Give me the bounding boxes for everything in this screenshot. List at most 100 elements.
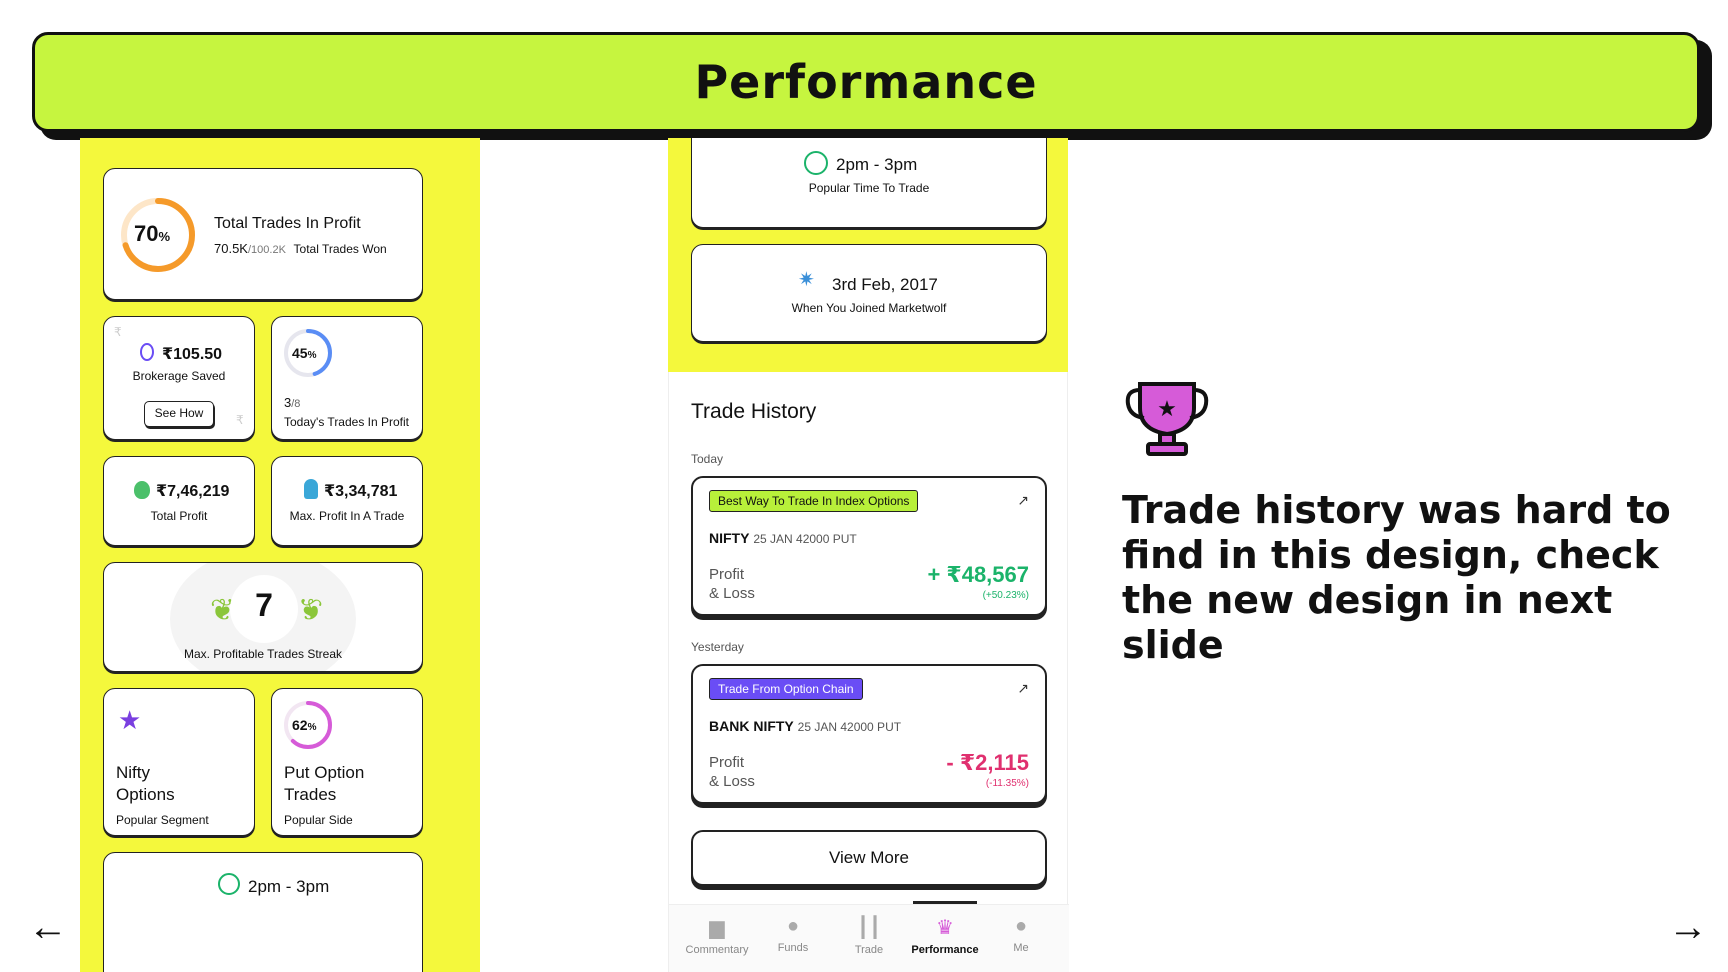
- side-label: Popular Side: [284, 813, 353, 827]
- view-more-label: View More: [829, 848, 909, 867]
- coin-icon: [140, 343, 154, 361]
- middle-phone-yellow-section: 2pm - 3pm Popular Time To Trade ✷ 3rd Fe…: [668, 138, 1068, 372]
- side-line1: Put Option: [284, 763, 365, 782]
- todays-label: Today's Trades In Profit: [284, 415, 410, 429]
- popular-time-label: Popular Time To Trade: [808, 181, 930, 195]
- joined-card: ✷ 3rd Feb, 2017 When You Joined Marketwo…: [691, 244, 1047, 342]
- side-ring-chart: [284, 701, 332, 749]
- side-percent: 62%: [292, 717, 317, 733]
- trade-symbol: NIFTY 25 JAN 42000 PUT: [709, 530, 857, 546]
- segment-label: Popular Segment: [116, 813, 209, 827]
- money-bag-icon: [134, 481, 150, 499]
- brokerage-value: ₹105.50: [162, 346, 223, 363]
- rupee-watermark-icon: ₹: [114, 325, 122, 339]
- nav-indicator: [913, 901, 977, 904]
- segment-line1: Nifty: [116, 763, 150, 782]
- view-more-button[interactable]: View More: [691, 830, 1047, 886]
- todays-percent: 45%: [292, 345, 317, 361]
- chat-icon: ▆: [709, 917, 725, 939]
- total-trades-card: 70% Total Trades In Profit 70.5K/100.2K …: [103, 168, 423, 300]
- max-profit-card: ₹3,34,781 Max. Profit In A Trade: [271, 456, 423, 546]
- pl-label-line1: Profit: [709, 754, 745, 771]
- trade-history-section: Trade History Today Best Way To Trade In…: [668, 372, 1069, 972]
- nav-me[interactable]: ● Me: [983, 905, 1059, 954]
- person-icon: [304, 479, 318, 499]
- header-banner: Performance: [32, 32, 1700, 132]
- trade-pct: (-11.35%): [985, 778, 1029, 789]
- nav-label: Commentary: [685, 944, 749, 956]
- total-profit-label: Total Profit: [150, 509, 208, 523]
- profit-percent: 70%: [134, 221, 171, 246]
- nav-performance[interactable]: ♛ Performance: [907, 905, 983, 956]
- clock-icon: [218, 873, 240, 895]
- see-how-button[interactable]: See How: [144, 401, 214, 427]
- clock-icon: [804, 151, 828, 175]
- next-slide-arrow-icon[interactable]: →: [1668, 905, 1708, 949]
- total-trades-title: Total Trades In Profit: [214, 215, 361, 232]
- page-title: Performance: [694, 55, 1038, 109]
- trade-pct: (+50.23%): [982, 590, 1029, 601]
- total-profit-card: ₹7,46,219 Total Profit: [103, 456, 255, 546]
- trophy-icon: ★: [1125, 382, 1209, 456]
- statement-text: Trade history was hard to find in this d…: [1122, 488, 1671, 667]
- nav-trade[interactable]: ┃┃ Trade: [831, 905, 907, 956]
- trade-card[interactable]: Best Way To Trade In Index Options ↗ NIF…: [691, 476, 1047, 616]
- pl-label-line2: & Loss: [709, 773, 755, 790]
- prev-slide-arrow-icon[interactable]: ←: [28, 905, 68, 949]
- segment-card: ★ Nifty Options Popular Segment: [103, 688, 255, 836]
- max-profit-label: Max. Profit In A Trade: [289, 509, 405, 523]
- svg-text:★: ★: [1157, 397, 1177, 422]
- nav-label: Funds: [777, 942, 809, 954]
- profit-ring-chart: [121, 198, 195, 272]
- trade-tag: Best Way To Trade In Index Options: [709, 490, 919, 512]
- nav-commentary[interactable]: ▆ Commentary: [679, 905, 755, 956]
- nav-label: Me: [1013, 942, 1029, 954]
- pl-label-line1: Profit: [709, 566, 745, 583]
- trophy-icon: ♛: [936, 917, 954, 939]
- brokerage-card: ₹ ₹105.50 Brokerage Saved See How ₹: [103, 316, 255, 440]
- streak-card: ❦ ❦ 7 Max. Profitable Trades Streak: [103, 562, 423, 672]
- yesterday-label: Yesterday: [691, 640, 744, 654]
- left-phone-panel: 70% Total Trades In Profit 70.5K/100.2K …: [80, 138, 480, 972]
- open-arrow-icon[interactable]: ↗: [1017, 680, 1029, 696]
- rupee-watermark-icon: ₹: [236, 413, 244, 427]
- pl-label-line2: & Loss: [709, 585, 755, 602]
- trade-tag: Trade From Option Chain: [709, 678, 863, 700]
- user-icon: ●: [1014, 915, 1028, 937]
- max-profit-value: ₹3,34,781: [324, 483, 398, 500]
- today-label: Today: [691, 452, 724, 466]
- side-card: 62% Put Option Trades Popular Side: [271, 688, 423, 836]
- streak-label: Max. Profitable Trades Streak: [183, 647, 343, 661]
- nav-funds[interactable]: ● Funds: [755, 905, 831, 954]
- trade-amount: - ₹2,115: [946, 750, 1029, 775]
- nav-label: Performance: [911, 944, 979, 956]
- star-icon: ★: [118, 705, 142, 735]
- trade-card[interactable]: Trade From Option Chain ↗ BANK NIFTY 25 …: [691, 664, 1047, 804]
- trades-won-value: 70.5K/100.2K Total Trades Won: [214, 241, 387, 256]
- rupee-coin-icon: ●: [786, 915, 800, 937]
- laurel-right-icon: ❦: [298, 594, 324, 627]
- joined-label: When You Joined Marketwolf: [791, 301, 947, 315]
- joined-value: 3rd Feb, 2017: [832, 275, 938, 294]
- streak-value: 7: [255, 587, 273, 623]
- segment-line2: Options: [116, 785, 175, 804]
- open-arrow-icon[interactable]: ↗: [1017, 492, 1029, 508]
- todays-ring-chart: [284, 329, 332, 377]
- nav-label: Trade: [854, 944, 884, 956]
- trade-symbol: BANK NIFTY 25 JAN 42000 PUT: [709, 718, 902, 734]
- total-profit-value: ₹7,46,219: [156, 483, 230, 500]
- candlestick-icon: ┃┃: [856, 917, 882, 939]
- time-card-partial: 2pm - 3pm: [103, 852, 423, 972]
- bottom-nav: ▆ Commentary ● Funds ┃┃ Trade ♛ Performa…: [669, 901, 1069, 972]
- todays-count: 3/8: [284, 395, 301, 410]
- side-line2: Trades: [284, 785, 337, 804]
- streak-circle: [230, 575, 298, 643]
- trade-amount: + ₹48,567: [927, 562, 1029, 587]
- time-partial-value: 2pm - 3pm: [248, 877, 330, 896]
- popular-time-value: 2pm - 3pm: [836, 155, 918, 174]
- todays-trades-card: 45% 3/8 Today's Trades In Profit: [271, 316, 423, 440]
- popular-time-card: 2pm - 3pm Popular Time To Trade: [691, 138, 1047, 228]
- party-popper-icon: ✷: [798, 269, 815, 291]
- trade-history-title: Trade History: [691, 400, 817, 423]
- brokerage-label: Brokerage Saved: [132, 369, 226, 383]
